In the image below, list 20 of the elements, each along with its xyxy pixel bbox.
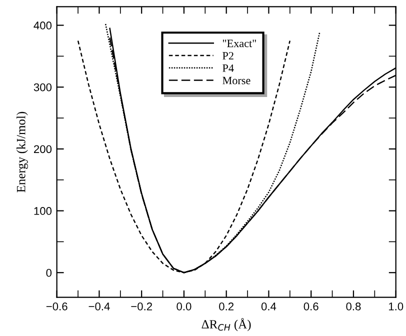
y-tick-label: 300 [34, 83, 52, 92]
x-tick-label: 0.6 [304, 302, 318, 310]
x-tick-label: −0.2 [131, 302, 152, 310]
legend-label: P2 [222, 52, 234, 60]
x-tick-label: −0.6 [46, 302, 68, 310]
x-tick-label: 0.8 [346, 302, 361, 310]
legend-label: Morse [222, 76, 250, 84]
y-axis-title: Energy (kJ/mol) [16, 112, 28, 192]
legend-label: P4 [222, 64, 234, 72]
y-tick-label: 200 [34, 145, 52, 154]
y-tick-label: 100 [34, 207, 52, 215]
y-tick-label: 400 [34, 22, 52, 30]
x-tick-label: 0.2 [219, 302, 234, 310]
x-axis-title: ΔR$_{CH}$ (Å) [202, 318, 251, 332]
x-tick-label: 1.0 [388, 302, 404, 310]
x-tick-label: 0.0 [176, 302, 192, 310]
legend-label: "Exact" [222, 40, 256, 48]
y-tick-label: 0 [46, 268, 52, 277]
x-tick-label: −0.4 [88, 302, 110, 310]
x-tick-label: 0.4 [261, 302, 276, 310]
